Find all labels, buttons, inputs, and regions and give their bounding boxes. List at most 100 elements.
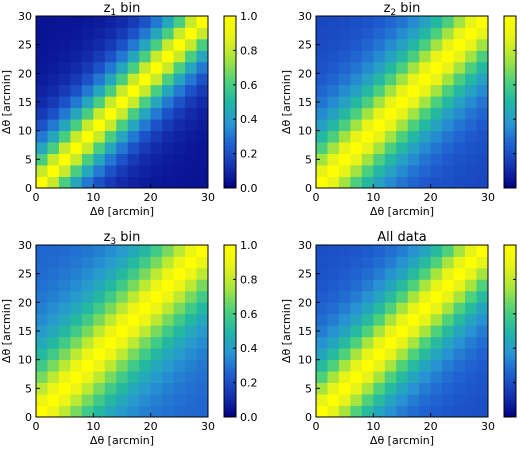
heatmap-cell <box>338 96 351 109</box>
heatmap-cell <box>338 348 351 361</box>
heatmap-cell <box>81 61 94 74</box>
heatmap-cell <box>361 245 374 257</box>
heatmap-cell <box>430 176 443 189</box>
heatmap-cell <box>81 96 94 109</box>
heatmap-cell <box>430 279 443 292</box>
heatmap-cell <box>373 290 386 303</box>
y-tick-label: 25 <box>18 39 32 52</box>
colorbar-segment <box>504 136 516 140</box>
heatmap-cell <box>127 290 140 303</box>
heatmap-cell <box>465 405 477 418</box>
heatmap-cell <box>396 290 409 303</box>
colorbar-segment <box>224 374 236 378</box>
colorbar-tick-label: 1.0 <box>240 239 258 252</box>
heatmap-cell <box>93 325 106 338</box>
heatmap-cell <box>93 153 106 166</box>
heatmap-cell <box>361 84 374 97</box>
heatmap-cell <box>384 165 397 177</box>
y-tick-label: 5 <box>305 153 312 166</box>
heatmap-cell <box>338 27 351 40</box>
heatmap-cell <box>116 142 129 154</box>
heatmap-cell <box>139 165 152 177</box>
heatmap-cell <box>338 313 351 326</box>
colorbar-segment <box>224 104 236 109</box>
heatmap-cell <box>453 16 466 28</box>
heatmap-cell <box>162 279 174 292</box>
colorbar-tick-label: 0.6 <box>240 308 258 321</box>
heatmap-cell <box>453 153 466 166</box>
colorbar-segment <box>504 356 516 361</box>
heatmap-cell <box>430 405 443 418</box>
heatmap-cell <box>93 50 106 63</box>
heatmap-cell <box>419 16 432 28</box>
colorbar-segment <box>224 73 236 77</box>
heatmap-cell <box>185 96 197 109</box>
heatmap-cell <box>419 394 432 406</box>
heatmap-cell <box>150 73 163 86</box>
heatmap-cell <box>316 313 328 326</box>
heatmap-cell <box>47 325 60 338</box>
colorbar-segment <box>224 414 236 418</box>
heatmap-cell <box>327 119 340 132</box>
heatmap-cell <box>396 382 409 395</box>
colorbar-segment <box>224 313 236 318</box>
heatmap-cell <box>396 405 409 418</box>
heatmap-cell <box>476 96 489 109</box>
colorbar-segment <box>504 405 516 409</box>
heatmap-cell <box>442 336 454 349</box>
heatmap-cell <box>338 245 351 257</box>
heatmap-cell <box>373 27 386 40</box>
colorbar-segment <box>504 316 516 320</box>
heatmap-cell <box>162 61 174 74</box>
heatmap-cell <box>327 267 340 280</box>
x-tick-label: 0 <box>33 191 40 204</box>
heatmap-cell <box>407 302 420 315</box>
heatmap-cell <box>476 267 489 280</box>
heatmap-cell <box>47 142 60 154</box>
heatmap-cell <box>384 130 397 143</box>
y-tick-label: 0 <box>305 182 312 195</box>
heatmap-cell <box>430 130 443 143</box>
heatmap-cell <box>104 50 117 63</box>
colorbar-segment <box>504 64 516 68</box>
heatmap-cell <box>476 142 489 154</box>
heatmap-cell <box>419 165 432 177</box>
colorbar-segment <box>224 253 236 257</box>
heatmap-cell <box>396 119 409 132</box>
heatmap-cell <box>150 153 163 166</box>
heatmap-cell <box>465 119 477 132</box>
heatmap-cell <box>442 130 454 143</box>
heatmap-cell <box>185 267 197 280</box>
heatmap-cell <box>350 142 363 154</box>
heatmap-cell <box>430 336 443 349</box>
heatmap-cell <box>150 290 163 303</box>
heatmap-cell <box>93 61 106 74</box>
colorbar-segment <box>504 288 516 292</box>
heatmap-cell <box>47 256 60 269</box>
heatmap-cell <box>58 61 71 74</box>
heatmap-cell <box>476 405 489 418</box>
heatmap-cell <box>430 313 443 326</box>
colorbar-segment <box>224 182 236 186</box>
heatmap-cell <box>350 279 363 292</box>
heatmap-cell <box>476 107 489 120</box>
colorbar-segment <box>224 170 236 175</box>
heatmap-cell <box>139 73 152 86</box>
colorbar-segment <box>504 270 516 275</box>
heatmap-cell <box>316 142 328 154</box>
heatmap-cell <box>338 61 351 74</box>
heatmap-cell <box>476 245 489 257</box>
heatmap-cell <box>361 107 374 120</box>
colorbar-segment <box>224 96 236 100</box>
heatmap-cell <box>476 38 489 51</box>
panel-title-subscript: 1 <box>110 8 116 18</box>
heatmap-cell <box>453 371 466 383</box>
heatmap-cell <box>162 245 174 257</box>
colorbar-segment <box>224 64 236 68</box>
heatmap-cell <box>465 336 477 349</box>
heatmap-cell <box>350 313 363 326</box>
heatmap-cell <box>47 371 60 383</box>
heatmap-cell <box>185 256 197 269</box>
heatmap-cell <box>316 336 328 349</box>
x-tick-label: 20 <box>144 420 158 433</box>
